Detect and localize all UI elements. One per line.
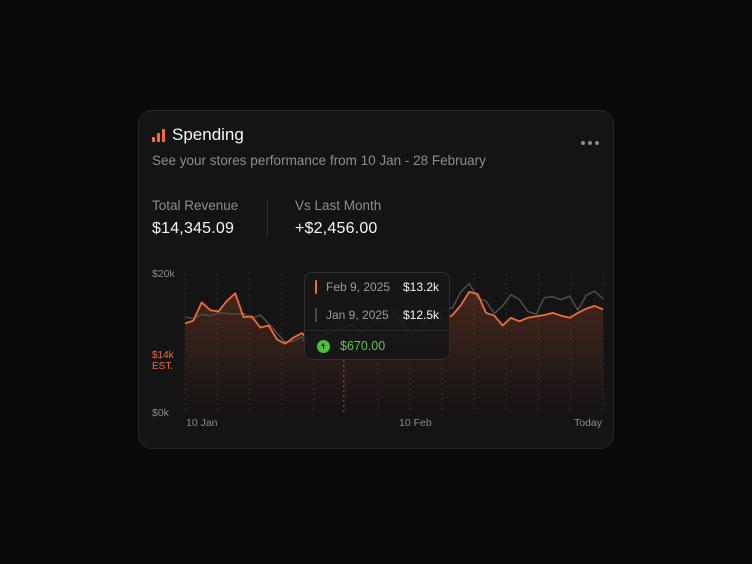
- stat-label: Total Revenue: [152, 198, 239, 213]
- current-series-marker: [315, 280, 317, 294]
- tooltip-row-current: Feb 9, 2025 $13.2k: [315, 280, 439, 294]
- spending-card: Spending See your stores performance fro…: [138, 110, 614, 449]
- difference-value: $670.00: [340, 339, 386, 353]
- card-header: Spending: [152, 125, 244, 145]
- stat-divider: [267, 199, 268, 237]
- tooltip-value: $12.5k: [402, 308, 439, 322]
- x-tick-label: Today: [574, 417, 603, 429]
- tooltip-value: $13.2k: [402, 280, 439, 294]
- more-dots-icon[interactable]: [581, 141, 599, 145]
- bar-chart-icon: [152, 128, 165, 142]
- card-title: Spending: [172, 125, 244, 144]
- arrow-up-circle-icon: [317, 339, 330, 353]
- stat-value: $14,345.09: [152, 220, 235, 237]
- estimate-label: EST.: [152, 361, 173, 372]
- stat-label: Vs Last Month: [295, 198, 382, 213]
- tooltip-difference: $670.00: [317, 339, 385, 353]
- tooltip-row-previous: Jan 9, 2025 $12.5k: [315, 308, 439, 322]
- card-subtitle: See your stores performance from 10 Jan …: [152, 153, 486, 168]
- estimate-value-label: $14k: [152, 350, 175, 361]
- previous-series-marker: [315, 308, 317, 322]
- x-tick-label: 10 Jan: [186, 417, 218, 429]
- y-tick-label: $20k: [152, 268, 176, 280]
- tooltip-divider: [305, 330, 449, 331]
- stat-total-revenue: Total Revenue $14,345.09: [152, 198, 238, 238]
- stat-value: +$2,456.00: [295, 220, 378, 237]
- x-tick-label: 10 Feb: [399, 417, 432, 429]
- tooltip-date: Feb 9, 2025: [326, 280, 391, 294]
- chart-tooltip: Feb 9, 2025 $13.2k Jan 9, 2025 $12.5k $6…: [304, 272, 450, 360]
- stat-vs-last-month: Vs Last Month +$2,456.00: [295, 198, 381, 238]
- tooltip-date: Jan 9, 2025: [326, 308, 389, 322]
- y-tick-label: $0k: [152, 407, 170, 419]
